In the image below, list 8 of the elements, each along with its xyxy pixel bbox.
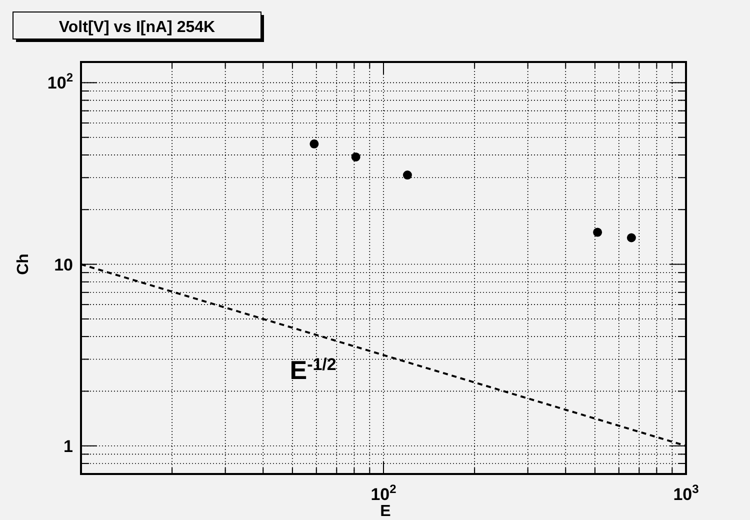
y-tick-label: 1: [64, 436, 73, 456]
y-tick-label: 10$^{2}$: [47, 70, 74, 93]
x-tick-label: 10$^{3}$: [673, 482, 700, 504]
x-axis-title: E: [380, 503, 392, 520]
y-axis-title: Ch: [15, 254, 32, 275]
annotation: E$^{-1/2}$: [290, 354, 336, 386]
chart-title: Volt[V] vs I[nA] 254K: [58, 19, 216, 36]
y-tick-label: 10: [54, 255, 73, 274]
